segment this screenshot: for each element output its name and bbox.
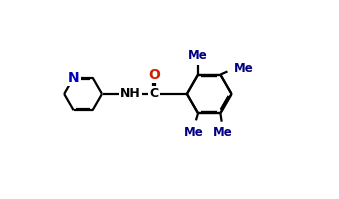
Text: Me: Me (188, 49, 208, 62)
Text: O: O (148, 68, 160, 82)
Text: Me: Me (213, 126, 233, 139)
Text: Me: Me (183, 126, 203, 139)
Text: Me: Me (234, 62, 254, 75)
Text: N: N (68, 70, 79, 85)
Text: NH: NH (120, 87, 141, 100)
Text: C: C (149, 87, 159, 100)
